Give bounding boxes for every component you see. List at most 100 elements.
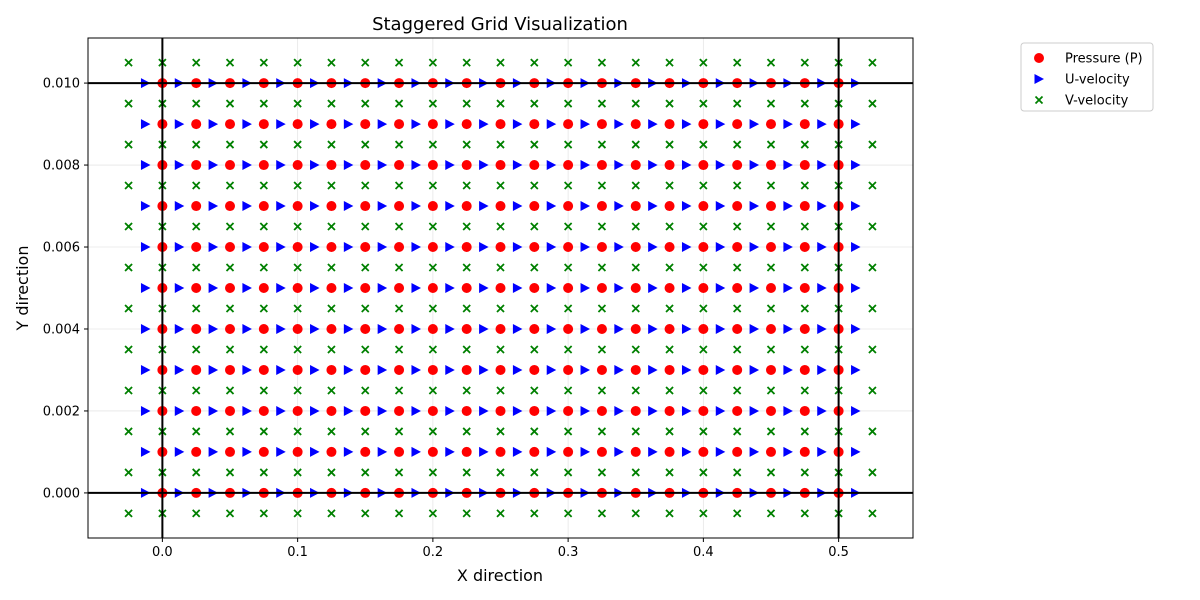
v-velocity-point [192, 140, 201, 149]
u-velocity-point [140, 323, 151, 334]
u-velocity-point [310, 160, 320, 171]
u-velocity-point [411, 446, 421, 457]
u-velocity-point [411, 119, 421, 130]
pressure-point [630, 405, 641, 416]
u-velocity-point [411, 201, 421, 212]
v-velocity-point [631, 222, 640, 231]
v-velocity-point [800, 58, 809, 67]
pressure-point [495, 405, 506, 416]
v-velocity-point [327, 427, 336, 436]
v-velocity-point [293, 263, 302, 272]
y-axis-label: Y direction [13, 246, 32, 332]
u-velocity-point [140, 446, 151, 457]
u-velocity-point [715, 283, 726, 293]
u-velocity-point [749, 160, 760, 171]
u-velocity-point [445, 119, 455, 130]
pressure-point [799, 446, 810, 457]
pressure-point [258, 242, 269, 253]
pressure-point [698, 364, 709, 375]
v-velocity-point [124, 468, 133, 477]
u-velocity-point [140, 242, 151, 253]
u-velocity-point [411, 283, 421, 293]
u-velocity-point [783, 405, 793, 416]
u-velocity-point [208, 201, 219, 212]
pressure-point [765, 405, 776, 416]
pressure-point [698, 160, 709, 171]
u-velocity-point [715, 160, 726, 171]
v-velocity-point [665, 427, 674, 436]
v-velocity-point [124, 58, 133, 67]
pressure-point [326, 160, 337, 171]
u-velocity-point [783, 323, 793, 334]
v-velocity-point [733, 181, 742, 190]
v-velocity-point [462, 427, 471, 436]
v-velocity-point [327, 140, 336, 149]
u-velocity-point [140, 283, 151, 293]
u-velocity-point [783, 201, 793, 212]
u-velocity-point [276, 446, 286, 457]
v-velocity-point [124, 304, 133, 313]
v-velocity-point [563, 58, 573, 67]
pressure-point [529, 119, 540, 130]
y-tick-label: 0.000 [43, 486, 80, 501]
u-velocity-point [614, 201, 624, 212]
v-velocity-point [293, 345, 302, 354]
u-velocity-point [343, 323, 354, 334]
u-velocity-point [512, 160, 523, 171]
v-velocity-point [192, 99, 201, 108]
u-velocity-point [783, 119, 793, 130]
u-velocity-point [715, 201, 726, 212]
u-velocity-point [377, 119, 388, 130]
pressure-point [394, 364, 405, 375]
pressure-point [596, 201, 607, 212]
pressure-point [394, 405, 405, 416]
pressure-point [191, 242, 202, 253]
v-velocity-point [733, 386, 742, 395]
v-velocity-point [530, 345, 539, 354]
u-velocity-point [783, 283, 793, 293]
pressure-point [427, 446, 438, 457]
v-velocity-point [462, 222, 471, 231]
v-velocity-point [259, 386, 268, 395]
pressure-point [563, 160, 574, 171]
u-velocity-point [377, 160, 388, 171]
u-velocity-point [580, 405, 591, 416]
pressure-point [698, 242, 709, 253]
pressure-point [394, 446, 405, 457]
u-velocity-point [479, 160, 489, 171]
u-velocity-point [242, 242, 252, 253]
pressure-point [765, 446, 776, 457]
v-velocity-point [699, 181, 708, 190]
pressure-point [427, 160, 438, 171]
v-velocity-point [699, 468, 708, 477]
u-velocity-point [174, 201, 185, 212]
pressure-point [495, 364, 506, 375]
v-velocity-point [293, 222, 302, 231]
v-velocity-point [597, 181, 607, 190]
u-velocity-point [343, 160, 354, 171]
y-tick-label: 0.002 [43, 404, 80, 419]
pressure-point [630, 242, 641, 253]
u-velocity-point [614, 364, 624, 375]
u-velocity-point [343, 283, 354, 293]
pressure-point [258, 446, 269, 457]
v-velocity-point [361, 427, 370, 436]
legend-label: V-velocity [1065, 94, 1129, 109]
u-velocity-point [174, 323, 185, 334]
pressure-point [664, 201, 675, 212]
u-velocity-point [310, 405, 320, 416]
u-velocity-point [614, 283, 624, 293]
v-velocity-point [868, 263, 877, 272]
v-velocity-point [563, 304, 573, 313]
v-velocity-point [563, 181, 573, 190]
y-tick-label: 0.008 [43, 159, 80, 174]
v-velocity-point [800, 468, 809, 477]
u-velocity-point [749, 446, 760, 457]
pressure-point [765, 283, 776, 293]
v-velocity-point [868, 58, 877, 67]
v-velocity-point [665, 58, 674, 67]
v-velocity-point [293, 58, 302, 67]
v-velocity-point [868, 222, 877, 231]
v-velocity-point [361, 99, 370, 108]
v-velocity-point [800, 181, 809, 190]
